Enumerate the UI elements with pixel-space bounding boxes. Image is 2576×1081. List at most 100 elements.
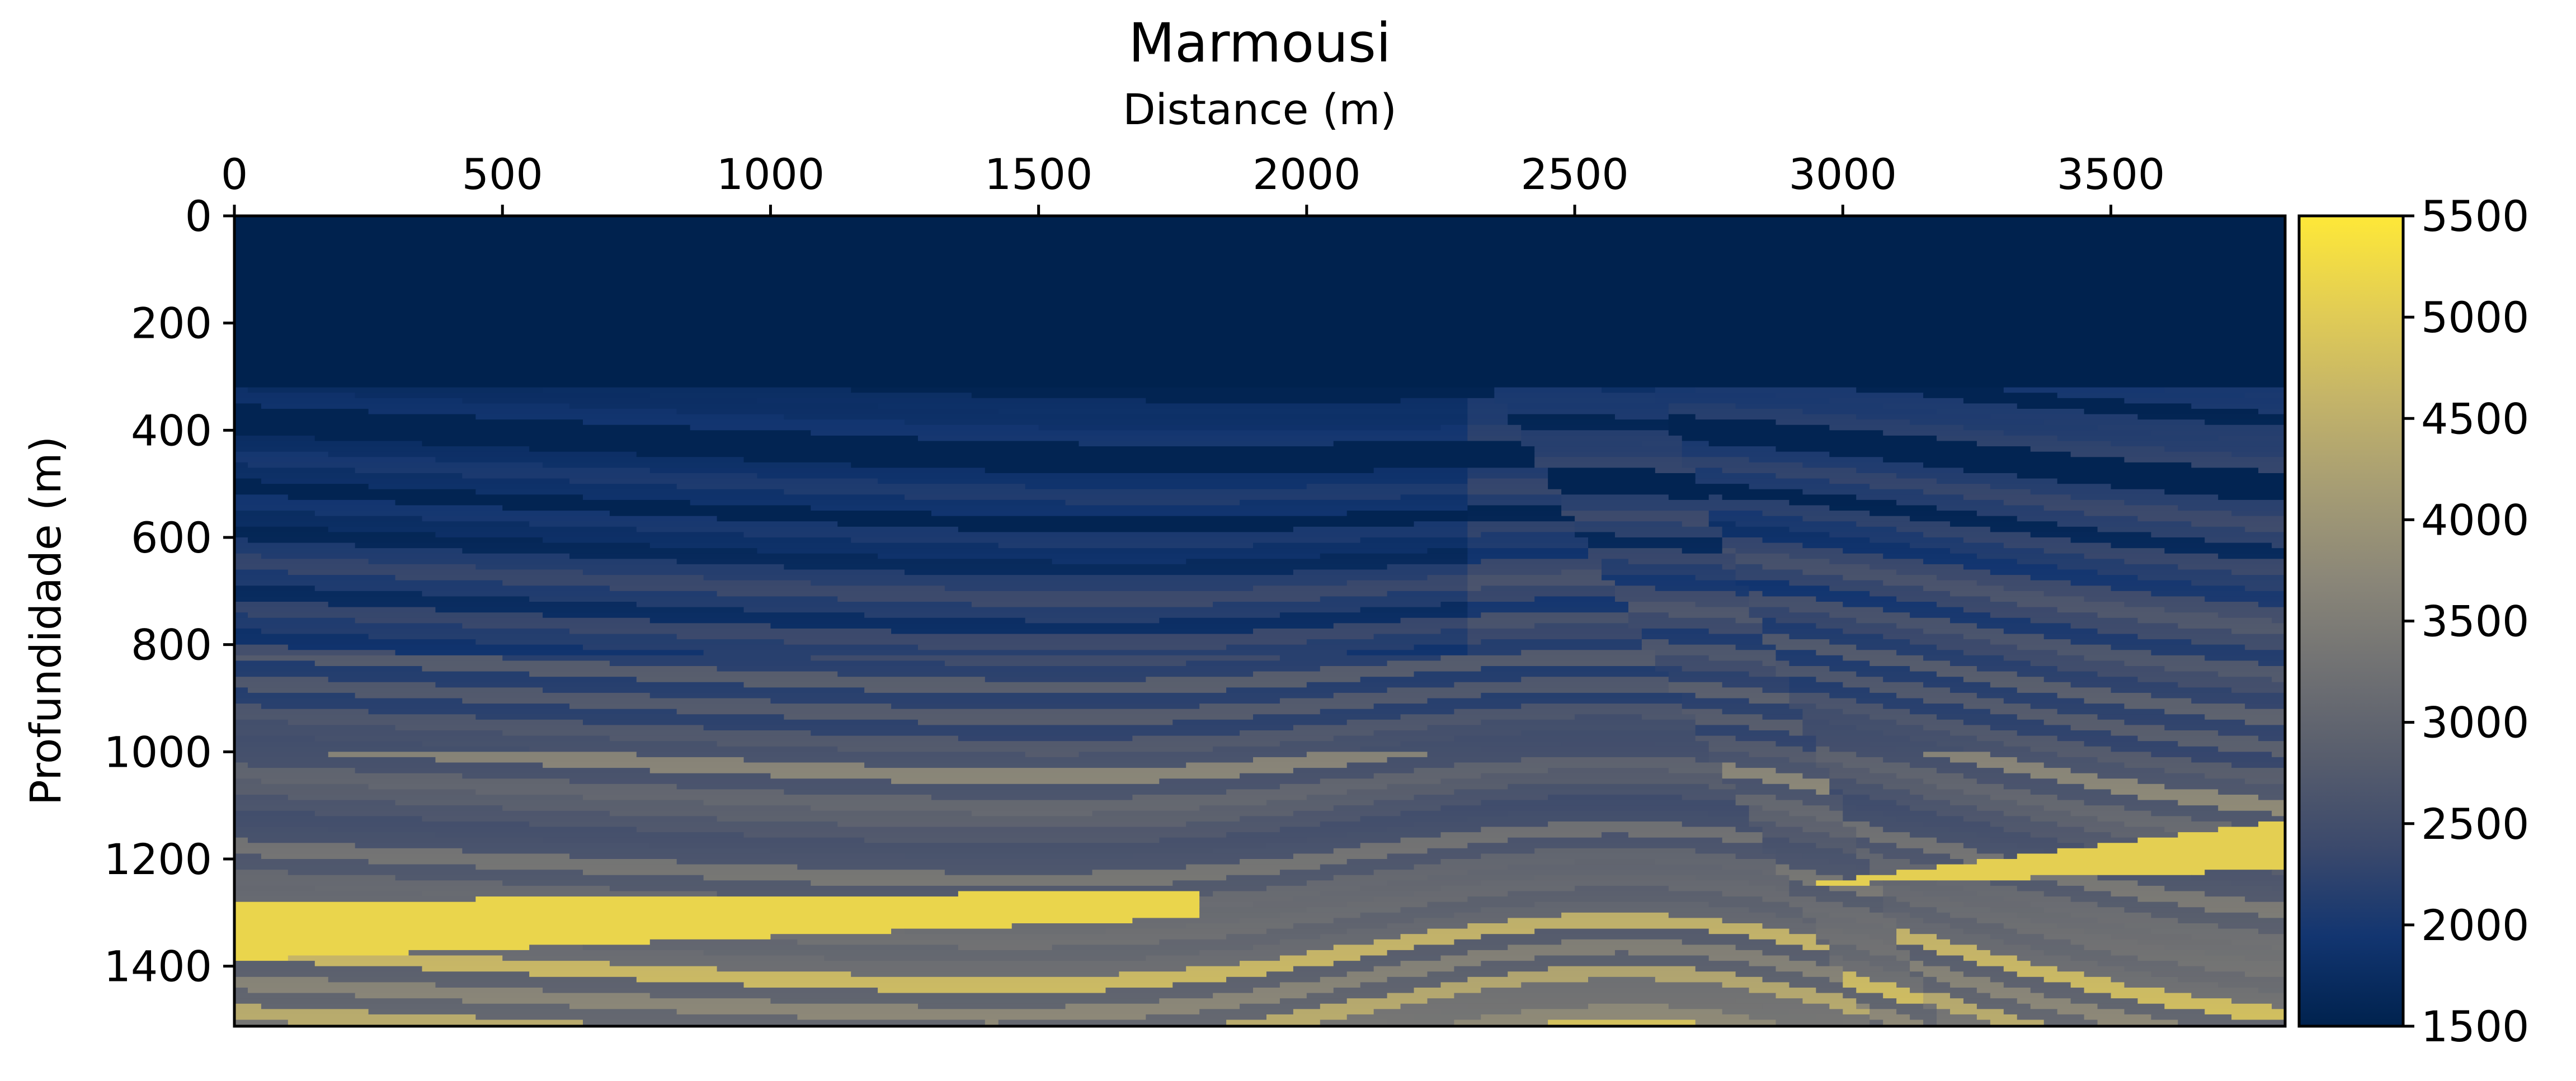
heatmap-cell	[784, 639, 1307, 645]
heatmap-cell	[1869, 768, 1938, 774]
heatmap-cell	[1494, 393, 1656, 399]
heatmap-cell	[1856, 971, 1911, 978]
heatmap-cell	[1481, 586, 1616, 592]
heatmap-cell	[1038, 424, 1442, 431]
heatmap-cell	[1293, 810, 1401, 817]
heatmap-cell	[2205, 596, 2285, 602]
heatmap-cell	[234, 993, 356, 999]
heatmap-cell	[770, 623, 1334, 629]
heatmap-cell	[2191, 698, 2285, 705]
heatmap-cell	[355, 993, 651, 999]
heatmap-cell	[1869, 976, 1924, 983]
heatmap-cell	[918, 644, 1227, 651]
heatmap-cell	[2111, 993, 2192, 999]
heatmap-cell	[234, 526, 329, 533]
heatmap-cell	[1521, 441, 1642, 447]
heatmap-cell	[1937, 1019, 1991, 1026]
heatmap-cell	[234, 805, 503, 811]
heatmap-cell	[676, 634, 1374, 640]
heatmap-cell	[2003, 896, 2071, 903]
heatmap-cell	[1508, 414, 1616, 421]
heatmap-cell	[1467, 473, 1549, 479]
heatmap-cell	[1816, 752, 1857, 758]
heatmap-cell	[1789, 692, 1830, 699]
heatmap-cell	[435, 532, 745, 538]
heatmap-cell	[2164, 827, 2219, 833]
heatmap-cell	[234, 575, 396, 581]
heatmap-cell	[918, 719, 1174, 726]
heatmap-cell	[1990, 950, 2045, 956]
heatmap-cell	[797, 1014, 1147, 1021]
heatmap-cell	[543, 988, 879, 994]
heatmap-cell	[1802, 725, 1857, 731]
heatmap-cell	[1923, 1019, 1938, 1026]
heatmap-cell	[1668, 768, 1723, 774]
heatmap-cell	[2057, 393, 2246, 399]
heatmap-cell	[1869, 687, 1951, 693]
heatmap-cell	[2231, 451, 2285, 458]
heatmap-cell	[1682, 795, 1736, 801]
heatmap-cell	[1467, 526, 1576, 533]
heatmap-cell	[1789, 698, 1857, 705]
heatmap-cell	[2097, 1003, 2165, 1010]
heatmap-cell	[1762, 950, 1830, 956]
heatmap-cell	[1467, 542, 1589, 549]
heatmap-cell	[1387, 783, 1509, 790]
heatmap-cell	[234, 945, 530, 951]
heatmap-cell	[234, 719, 289, 726]
heatmap-cell	[234, 612, 248, 619]
heatmap-cell	[234, 591, 423, 597]
heatmap-cell	[543, 387, 852, 394]
heatmap-cell	[1279, 982, 1361, 988]
heatmap-cell	[1829, 719, 1897, 726]
heatmap-cell	[811, 430, 1468, 436]
heatmap-cell	[1306, 484, 1468, 490]
heatmap-cell	[1508, 409, 1669, 415]
heatmap-cell	[2030, 532, 2152, 538]
heatmap-cell	[1561, 499, 1790, 506]
heatmap-cell	[1896, 923, 1951, 929]
heatmap-cell	[1306, 837, 1401, 844]
heatmap-cell	[1776, 966, 1844, 973]
heatmap-cell	[1735, 591, 1750, 597]
heatmap-cell	[636, 602, 972, 608]
heatmap-cell	[1843, 602, 1938, 608]
heatmap-cell	[2218, 494, 2285, 501]
heatmap-cell	[1896, 934, 1938, 940]
heatmap-cell	[234, 843, 356, 849]
heatmap-cell	[1722, 768, 1777, 774]
heatmap-cell	[2030, 945, 2085, 951]
x-tick-label: 3500	[2057, 149, 2165, 199]
heatmap-cell	[2070, 896, 2139, 903]
heatmap-cell	[2030, 704, 2125, 710]
heatmap-cell	[569, 628, 892, 635]
heatmap-cell	[408, 950, 704, 956]
heatmap-cell	[1802, 971, 1844, 978]
heatmap-cell	[1923, 821, 1991, 828]
heatmap-cell	[1575, 526, 1723, 533]
heatmap-cell	[1655, 586, 1750, 592]
heatmap-cell	[1829, 783, 1884, 790]
heatmap-cell	[1910, 971, 1924, 978]
heatmap-cell	[1896, 569, 1991, 576]
heatmap-cell	[1481, 1014, 1750, 1021]
heatmap-cell	[234, 468, 356, 474]
heatmap-cell	[2178, 832, 2285, 838]
heatmap-cell	[1883, 783, 1938, 790]
heatmap-cell	[1816, 623, 1897, 629]
heatmap-cell	[1253, 945, 1334, 951]
heatmap-cell	[234, 451, 329, 458]
heatmap-cell	[905, 419, 1468, 426]
heatmap-cell	[234, 837, 248, 844]
heatmap-cell	[2084, 971, 2152, 978]
heatmap-cell	[1467, 1003, 1589, 1010]
heatmap-cell	[1949, 896, 2004, 903]
heatmap-cell	[543, 837, 865, 844]
heatmap-cell	[2003, 966, 2058, 973]
heatmap-cell	[1400, 907, 1482, 913]
y-tick-label: 200	[131, 299, 212, 348]
heatmap-cell	[234, 328, 2285, 334]
heatmap-cell	[1896, 650, 1964, 656]
heatmap-cell	[2191, 993, 2285, 999]
heatmap-cell	[1802, 489, 1924, 495]
